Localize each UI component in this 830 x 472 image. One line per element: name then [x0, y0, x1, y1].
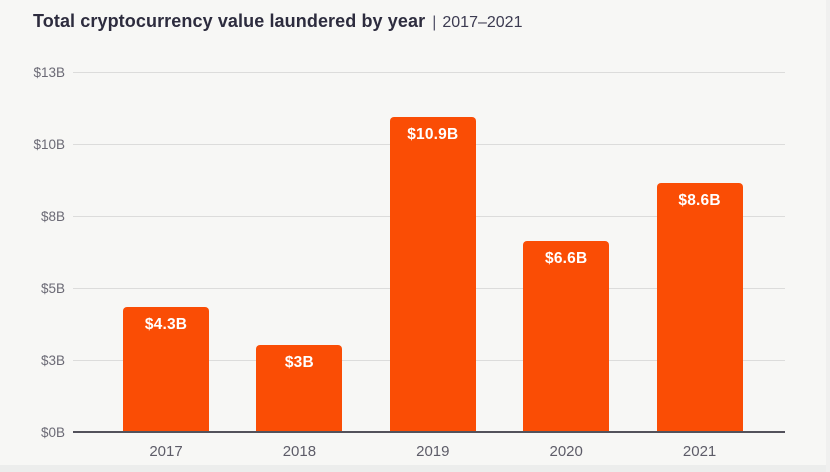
bar-value-label: $10.9B [407, 126, 459, 143]
gridline [73, 72, 785, 73]
y-tick-label: $0B [40, 425, 65, 440]
right-edge-shade [826, 0, 830, 472]
bar-value-label: $3B [284, 354, 314, 371]
bar-2019: $10.9B [389, 117, 476, 431]
y-tick-label: $10B [33, 137, 65, 152]
bar-2017: $4.3B [123, 307, 209, 431]
x-tick-label: 2021 [682, 443, 717, 460]
y-tick-label: $5B [40, 281, 65, 296]
y-tick-label: $8B [40, 209, 65, 224]
bar-value-label: $6.6B [545, 250, 588, 267]
bar-2021: $8.6B [656, 183, 743, 431]
bar-2018: $3B [256, 345, 343, 431]
x-tick-label: 2020 [549, 443, 583, 460]
bar-2020: $6.6B [523, 241, 610, 431]
chart-title: Total cryptocurrency value laundered by … [33, 11, 522, 32]
chart-title-period: 2017–2021 [442, 14, 523, 31]
plot-area: $4.3B 2017 $3B 2018 $10.9B 2019 $6.6B 2020 $8.6B… [73, 72, 785, 460]
x-tick-label: 2019 [416, 443, 450, 460]
bar-value-label: $8.6B [678, 192, 721, 209]
chart-title-text: Total cryptocurrency value laundered by … [33, 11, 426, 31]
y-axis: $0B $3B $5B $8B $10B $13B [0, 65, 65, 440]
x-axis-baseline [73, 431, 785, 433]
bottom-edge-shade [0, 465, 830, 472]
x-tick-label: 2017 [149, 443, 183, 460]
y-tick-label: $3B [40, 353, 65, 368]
chart-title-separator: | [432, 14, 437, 31]
bar-value-label: $4.3B [144, 316, 188, 333]
x-tick-label: 2018 [282, 443, 317, 460]
y-tick-label: $13B [33, 65, 65, 80]
